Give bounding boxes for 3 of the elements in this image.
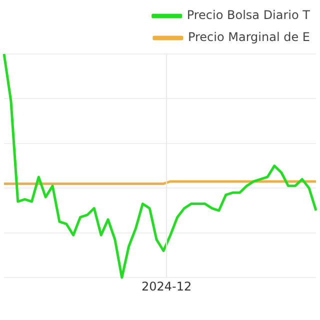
legend-label: Precio Bolsa Diario T <box>186 8 311 22</box>
legend-label: Precio Marginal de E <box>188 30 310 44</box>
text: 2024-12 <box>141 280 192 294</box>
